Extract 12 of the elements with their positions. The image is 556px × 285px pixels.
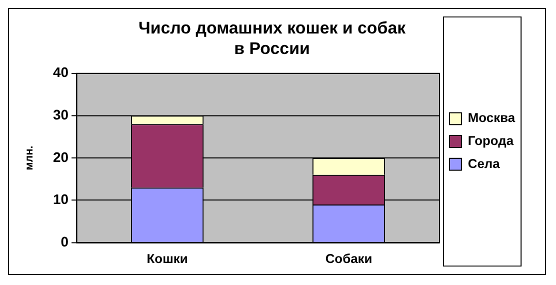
y-tick-label: 40 [53,64,69,80]
legend-label: Села [468,156,501,171]
y-axis-title: млн. [24,146,36,170]
legend-label: Города [468,133,514,148]
x-tick-label: Кошки [146,250,188,266]
y-tick-label: 10 [53,191,69,208]
y-tick-label: 20 [53,148,69,165]
legend-label: Москва [468,110,516,126]
x-tick-label: Собаки [325,250,372,266]
y-tick-label: 30 [53,106,69,122]
chart-title: Число домашних кошек и собак в России [138,18,406,58]
y-tick-label: 0 [60,233,69,250]
